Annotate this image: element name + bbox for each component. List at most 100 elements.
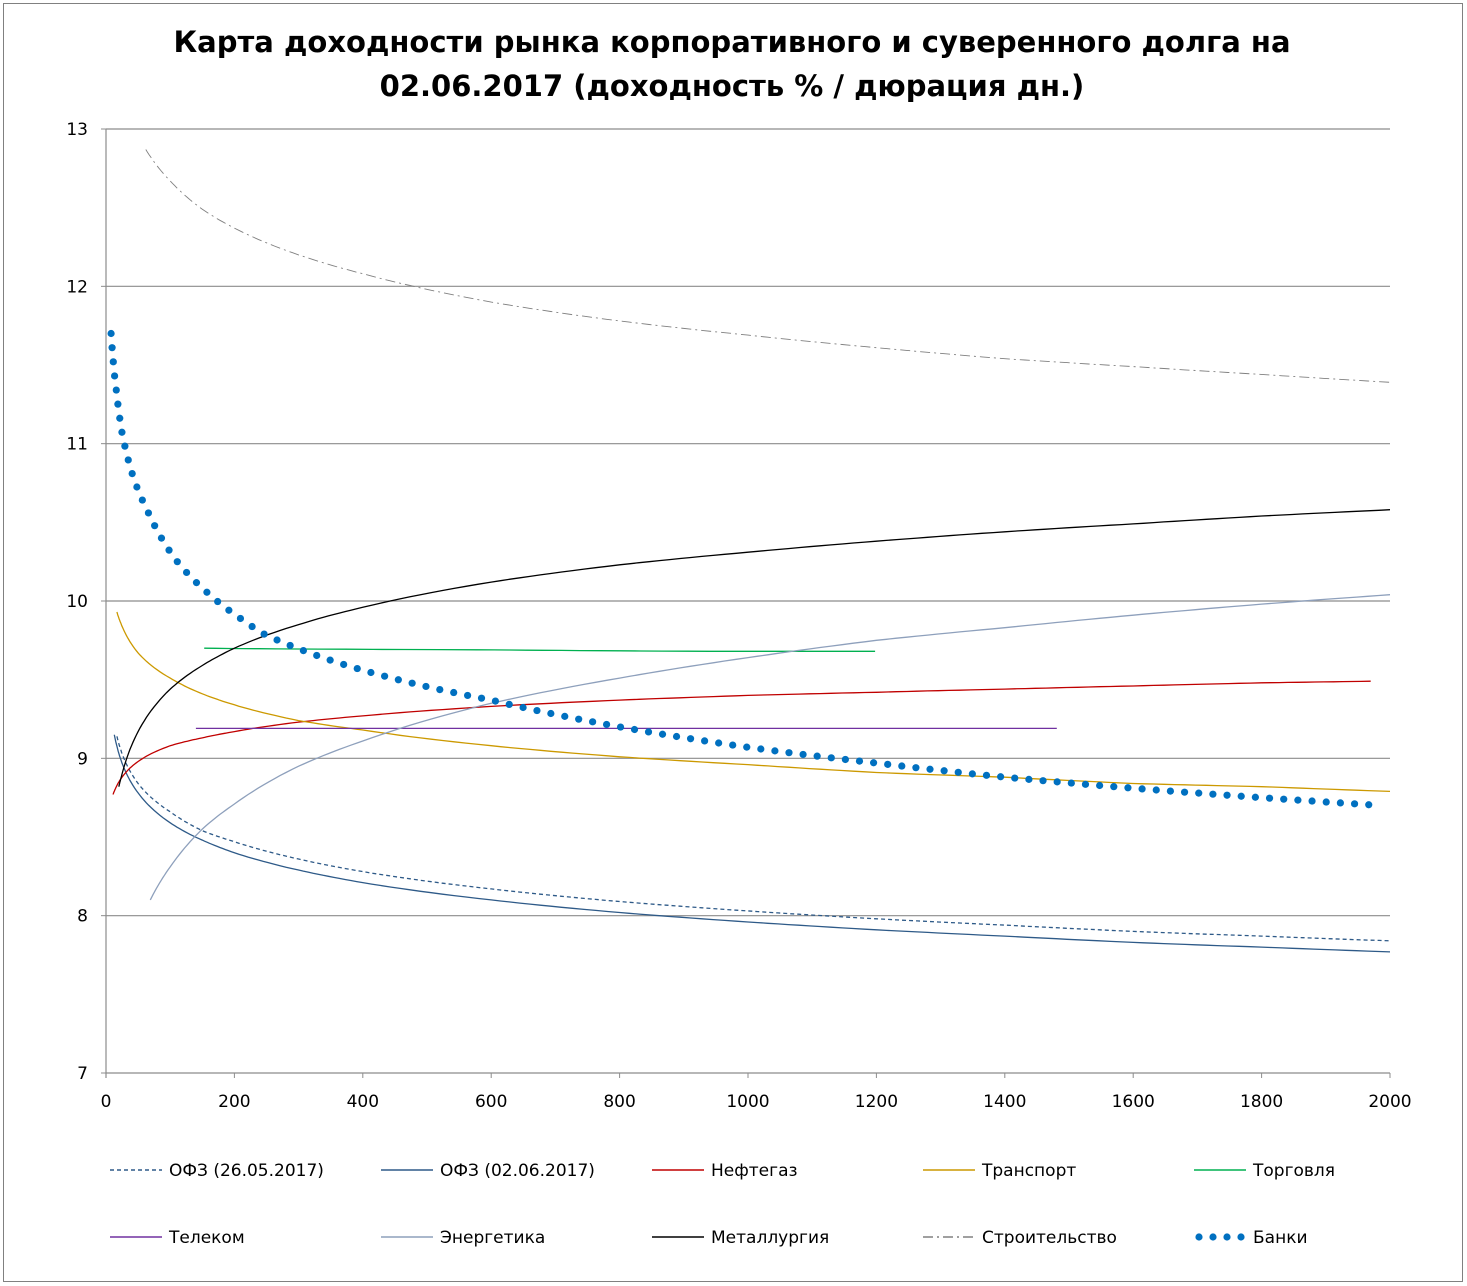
y-tick-label: 8 [77, 907, 88, 927]
y-tick-label: 10 [66, 592, 88, 612]
series-1-line [113, 734, 1391, 953]
banki-dot [394, 676, 402, 684]
banki-dot [533, 706, 541, 715]
banki-dot [477, 694, 486, 702]
banki-dot [561, 712, 569, 720]
banki-dot [940, 767, 948, 775]
legend-label: Энергетика [440, 1228, 545, 1248]
banki-dot [715, 739, 723, 747]
banki-dot [1011, 774, 1019, 782]
banki-dot [799, 750, 807, 759]
x-tick-label: 200 [218, 1092, 250, 1112]
banki-dot [236, 614, 245, 623]
banki-dot [114, 400, 122, 408]
banki-dot [248, 622, 256, 631]
legend-label: Телеком [168, 1228, 245, 1248]
banki-dot [1365, 801, 1373, 809]
banki-dot [203, 588, 211, 596]
y-tick-label: 11 [66, 435, 88, 455]
x-tick-label: 1200 [855, 1092, 898, 1112]
banki-dot [547, 709, 555, 718]
series-group [107, 149, 1391, 953]
banki-dot [1124, 784, 1132, 792]
banki-dot [757, 745, 765, 753]
banki-dot [1308, 797, 1316, 805]
banki-dot [898, 762, 906, 770]
banki-dot [968, 770, 976, 778]
banki-dot [841, 755, 849, 764]
banki-dot [133, 483, 141, 491]
banki-dot [128, 469, 136, 478]
banki-dot [982, 771, 991, 779]
banki-dot [602, 720, 611, 729]
y-tick-label: 12 [66, 277, 88, 297]
legend-swatch-dot [1195, 1233, 1203, 1241]
legend-label: Строительство [982, 1228, 1117, 1248]
banki-dot [630, 725, 639, 734]
banki-dot [214, 597, 222, 606]
banki-dot [813, 752, 821, 760]
banki-dot [165, 546, 173, 554]
banki-dot [112, 386, 120, 394]
banki-dot [997, 773, 1005, 781]
banki-dot [785, 749, 793, 757]
banki-dot [157, 534, 166, 542]
banki-dot [672, 732, 681, 741]
banki-dot [138, 496, 146, 504]
banki-dot [353, 664, 361, 673]
banki-dot [273, 636, 281, 644]
banki-dot [644, 728, 653, 736]
banki-dot [260, 630, 268, 638]
chart-border [3, 3, 1463, 1282]
x-tick-label: 400 [347, 1092, 379, 1112]
x-tick-label: 800 [603, 1092, 635, 1112]
banki-dot [313, 651, 321, 660]
banki-dot [173, 558, 181, 566]
banki-dot [1152, 786, 1160, 794]
x-tick-label: 1800 [1240, 1092, 1283, 1112]
banki-dot [299, 646, 307, 655]
x-tick-label: 1000 [726, 1092, 769, 1112]
series-3-line [116, 611, 1391, 793]
x-tick-label: 1600 [1112, 1092, 1155, 1112]
banki-dot [575, 715, 583, 723]
banki-dot [1223, 791, 1231, 799]
banki-dot [408, 679, 416, 687]
legend-label: Банки [1253, 1228, 1308, 1248]
series-4-line [204, 647, 876, 652]
series-6-line [149, 594, 1391, 901]
banki-dot [326, 656, 334, 664]
chart-title-line-1: Карта доходности рынка корпоративного и … [173, 25, 1290, 59]
legend-label: ОФЗ (26.05.2017) [169, 1161, 324, 1181]
chart-title-line-2: 02.06.2017 (доходность % / дюрация дн.) [380, 69, 1085, 103]
x-tick-label: 1400 [983, 1092, 1026, 1112]
legend-label: Нефтегаз [711, 1161, 798, 1181]
banki-dot [1251, 793, 1259, 801]
gridlines [106, 128, 1390, 917]
banki-dot [151, 522, 159, 530]
banki-dot [1110, 783, 1118, 791]
legend-label: Торговля [1252, 1161, 1335, 1181]
banki-dot [108, 344, 116, 352]
banki-dot [109, 358, 117, 366]
banki-dot [729, 741, 737, 749]
banki-dot [827, 754, 835, 762]
banki-dot [121, 442, 129, 450]
banki-dot [144, 509, 153, 517]
banki-dot [869, 759, 878, 767]
legend-swatch-dot [1223, 1233, 1231, 1241]
banki-dot [1322, 798, 1330, 806]
banki-dot [519, 703, 527, 712]
legend-swatch-dot [1237, 1233, 1245, 1241]
banki-dot [192, 579, 201, 587]
legend-swatch-dot [1209, 1233, 1217, 1241]
banki-dot [1336, 799, 1344, 807]
legend-label: ОФЗ (02.06.2017) [440, 1161, 595, 1181]
banki-dot [658, 730, 667, 738]
banki-dot [110, 372, 119, 380]
banki-dot [926, 765, 934, 773]
y-tick-label: 7 [77, 1064, 88, 1084]
banki-dot [1280, 795, 1288, 803]
banki-dot [1081, 780, 1090, 788]
